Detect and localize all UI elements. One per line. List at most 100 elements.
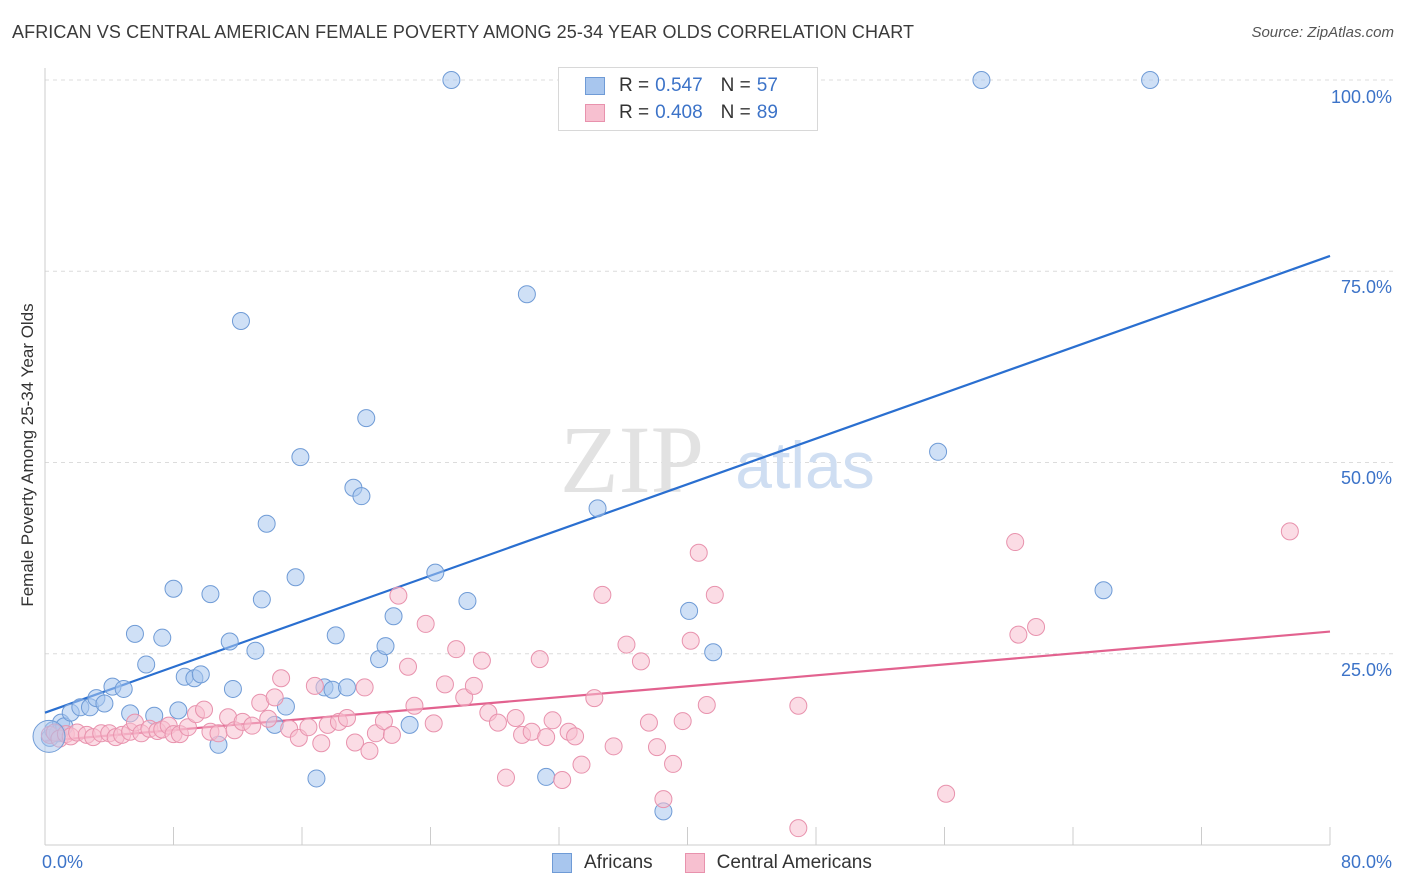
point-central-americans <box>572 755 591 774</box>
point-africans <box>680 601 699 620</box>
point-central-americans <box>435 675 454 694</box>
point-central-americans <box>416 614 435 633</box>
point-africans <box>442 71 461 89</box>
point-central-americans <box>1009 625 1028 644</box>
point-central-americans <box>631 652 650 671</box>
watermark-zip: ZIP <box>560 406 704 513</box>
point-central-americans <box>681 631 700 650</box>
point-central-americans <box>530 650 549 669</box>
point-central-americans <box>639 713 658 732</box>
legend-swatch-central-americans <box>585 104 605 122</box>
point-central-americans <box>593 585 612 604</box>
y-tick-label-75: 75.0% <box>1340 277 1392 297</box>
point-central-americans <box>673 712 692 731</box>
point-central-americans <box>464 676 483 695</box>
point-africans <box>400 715 419 734</box>
point-central-americans <box>537 728 556 747</box>
point-africans <box>376 637 395 656</box>
point-africans <box>357 409 376 428</box>
point-africans <box>517 285 536 304</box>
watermark-atlas: atlas <box>735 428 874 502</box>
point-africans <box>231 311 250 330</box>
data-points <box>32 71 1299 838</box>
point-africans <box>125 624 144 643</box>
point-central-americans <box>789 819 808 838</box>
point-central-americans <box>697 696 716 715</box>
point-central-americans <box>360 741 379 760</box>
point-central-americans <box>488 713 507 732</box>
point-central-americans <box>506 709 525 728</box>
point-central-americans <box>472 651 491 670</box>
point-central-americans <box>272 669 291 688</box>
point-africans <box>929 442 948 461</box>
point-central-americans <box>265 688 284 707</box>
legend-r-label: R = <box>619 75 650 96</box>
point-africans <box>458 591 477 610</box>
point-central-americans <box>243 716 262 735</box>
legend-row-central-americans: R = 0.408 N = 89 <box>585 100 778 126</box>
x-tick-label-min: 0.0% <box>42 852 84 872</box>
legend-label-africans: Africans <box>584 852 653 873</box>
point-central-americans <box>382 725 401 744</box>
stats-legend: R = 0.547 N = 57 R = 0.408 N = 89 <box>558 67 818 131</box>
point-central-americans <box>1006 533 1025 552</box>
point-africans <box>95 694 114 713</box>
legend-swatch-central-americans <box>684 853 705 873</box>
point-africans <box>426 563 445 582</box>
point-africans <box>32 719 66 753</box>
legend-n-label: N = <box>720 102 751 123</box>
legend-swatch-africans <box>552 853 572 873</box>
point-africans <box>257 514 276 533</box>
point-africans <box>153 628 172 647</box>
legend-row-africans: R = 0.547 N = 57 <box>585 73 778 99</box>
point-central-americans <box>543 711 562 730</box>
point-africans <box>704 643 723 662</box>
y-tick-label-25: 25.0% <box>1340 660 1392 680</box>
point-africans <box>537 767 556 786</box>
point-africans <box>191 665 210 684</box>
point-central-americans <box>305 676 324 695</box>
point-central-americans <box>259 709 278 728</box>
axes <box>44 68 1331 846</box>
point-africans <box>1094 581 1113 600</box>
source-label: Source: ZipAtlas.com <box>1251 24 1394 41</box>
point-central-americans <box>424 714 443 733</box>
legend-n-label: N = <box>720 75 751 96</box>
y-tick-label-50: 50.0% <box>1340 468 1392 488</box>
point-central-americans <box>399 657 418 676</box>
point-africans <box>201 585 220 604</box>
point-central-americans <box>566 727 585 746</box>
legend-item-central-americans[interactable]: Central Americans <box>684 852 872 874</box>
legend-item-africans[interactable]: Africans <box>552 852 653 874</box>
point-africans <box>137 655 156 674</box>
point-africans <box>291 448 310 467</box>
point-central-americans <box>178 718 197 737</box>
point-africans <box>220 632 239 651</box>
point-central-americans <box>355 678 374 697</box>
point-central-americans <box>455 688 474 707</box>
point-central-americans <box>705 585 724 604</box>
series-legend: Africans Central Americans <box>552 852 904 874</box>
chart-title: AFRICAN VS CENTRAL AMERICAN FEMALE POVER… <box>12 22 915 42</box>
point-central-americans <box>374 712 393 731</box>
point-central-americans <box>654 790 673 809</box>
point-africans <box>223 679 242 698</box>
legend-r-label: R = <box>619 102 650 123</box>
point-africans <box>352 487 371 506</box>
legend-label-central-americans: Central Americans <box>716 852 872 873</box>
legend-r-value: 0.547 <box>655 75 703 96</box>
point-central-americans <box>937 784 956 803</box>
gridlines <box>45 79 1395 655</box>
point-central-americans <box>299 718 318 737</box>
point-africans <box>252 590 271 609</box>
y-tick-label-100: 100.0% <box>1330 87 1392 107</box>
point-africans <box>326 626 345 645</box>
point-central-americans <box>585 689 604 708</box>
point-central-americans <box>553 770 572 789</box>
point-central-americans <box>1280 522 1299 541</box>
point-central-americans <box>389 586 408 605</box>
point-africans <box>307 769 326 788</box>
point-central-americans <box>312 734 331 753</box>
point-central-americans <box>604 737 623 756</box>
